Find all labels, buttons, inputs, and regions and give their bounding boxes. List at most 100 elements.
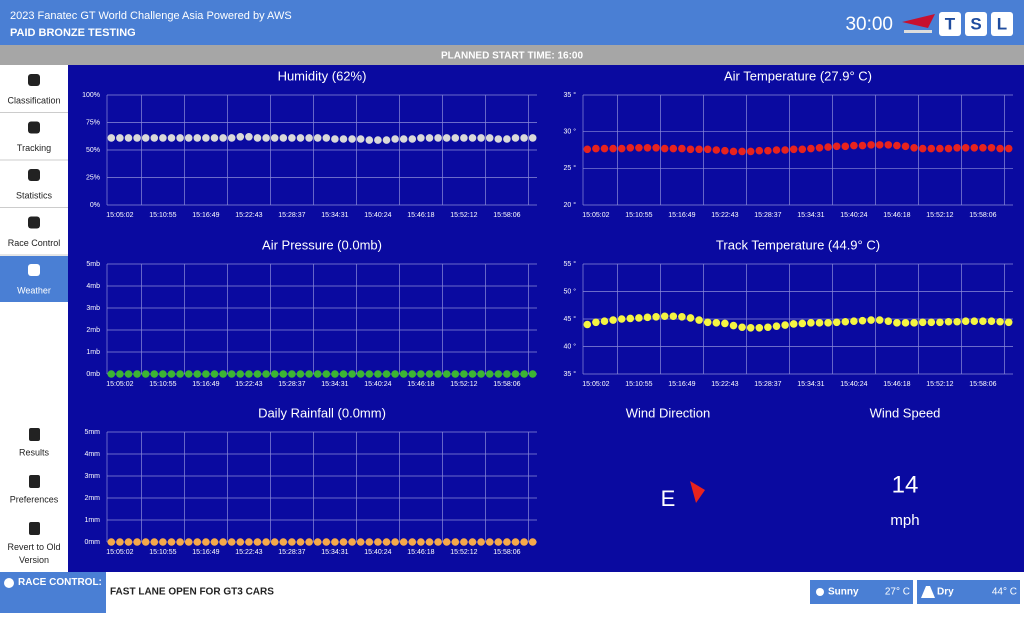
- data-point: [494, 135, 503, 143]
- track-temp: 44° C: [992, 587, 1017, 598]
- y-tick-label: 35 °: [563, 91, 576, 99]
- data-point: [944, 317, 953, 326]
- data-point: [910, 319, 918, 327]
- sidebar-icon: [28, 264, 40, 276]
- x-tick-label: 15:52:12: [450, 381, 477, 388]
- x-tick-label: 15:40:24: [840, 381, 867, 388]
- data-point: [331, 370, 339, 378]
- data-point: [425, 134, 434, 142]
- data-point: [150, 134, 159, 142]
- data-point: [979, 317, 987, 326]
- data-point: [124, 370, 133, 378]
- data-point: [365, 538, 374, 546]
- y-tick-label: 100%: [82, 92, 100, 99]
- data-point: [399, 370, 408, 378]
- data-point: [374, 370, 382, 378]
- data-point: [236, 370, 245, 378]
- sidebar-icon: [28, 216, 40, 229]
- data-point: [270, 134, 279, 142]
- data-point: [150, 370, 159, 378]
- data-point: [305, 370, 313, 378]
- chart-title: Air Pressure (0.0mb): [262, 237, 382, 252]
- data-point: [626, 314, 635, 323]
- data-point: [652, 144, 660, 152]
- data-point: [511, 134, 520, 142]
- x-tick-label: 15:28:37: [278, 212, 305, 219]
- data-point: [511, 370, 520, 378]
- data-point: [712, 319, 721, 327]
- x-tick-label: 15:28:37: [278, 381, 305, 388]
- race-control-label-wrap: RACE CONTROL:: [18, 577, 102, 588]
- x-tick-label: 15:28:37: [754, 381, 781, 388]
- data-point: [460, 370, 468, 378]
- x-tick-label: 15:10:55: [149, 549, 176, 556]
- data-point: [322, 370, 331, 378]
- data-point: [936, 144, 944, 153]
- sidebar-label-wrap: Revert to Old Version: [7, 542, 60, 565]
- data-point: [485, 370, 494, 378]
- data-point: [626, 144, 635, 152]
- y-tick-label: 45 °: [563, 315, 576, 323]
- data-point: [442, 370, 451, 378]
- event-title: 2023 Fanatec GT World Challenge Asia Pow…: [10, 10, 292, 22]
- data-point: [511, 538, 520, 546]
- x-tick-label: 15:40:24: [840, 212, 867, 219]
- data-point: [867, 316, 875, 324]
- data-point: [399, 135, 408, 143]
- sky-pill[interactable]: [810, 580, 913, 604]
- air-temp: 27° C: [885, 587, 910, 598]
- data-point: [520, 370, 528, 378]
- data-point: [331, 538, 339, 546]
- track-pill[interactable]: [917, 580, 1020, 604]
- data-point: [494, 538, 503, 546]
- data-point: [253, 370, 262, 378]
- data-point: [850, 317, 858, 326]
- x-tick-label: 15:58:06: [969, 212, 996, 219]
- x-tick-label: 15:58:06: [969, 381, 996, 388]
- session-name: PAID BRONZE TESTING: [10, 27, 136, 39]
- wind-direction-title: Wind Direction: [626, 405, 711, 420]
- data-point: [339, 370, 348, 378]
- sidebar-icon: [28, 169, 40, 181]
- y-tick-label: 5mm: [84, 429, 100, 436]
- wind-direction: E: [661, 486, 676, 511]
- data-point: [669, 312, 678, 321]
- x-tick-label: 15:46:18: [883, 381, 910, 388]
- data-point: [721, 319, 729, 328]
- y-tick-label: 40 °: [563, 342, 576, 350]
- data-point: [1004, 318, 1013, 327]
- track-state: Dry: [937, 587, 954, 598]
- wind-speed: 14: [892, 471, 919, 498]
- y-tick-label: 50 °: [563, 287, 576, 295]
- x-tick-label: 15:10:55: [149, 212, 176, 219]
- data-point: [592, 144, 600, 153]
- data-point: [635, 314, 643, 322]
- data-point: [408, 538, 417, 546]
- x-tick-label: 15:22:43: [235, 549, 262, 556]
- y-tick-label: 1mb: [86, 349, 100, 356]
- y-tick-label: 2mb: [86, 327, 100, 334]
- data-point: [643, 144, 652, 152]
- data-point: [356, 538, 365, 546]
- data-point: [858, 141, 867, 150]
- data-point: [141, 370, 150, 378]
- data-point: [107, 370, 116, 378]
- data-point: [365, 370, 374, 378]
- data-point: [850, 141, 858, 150]
- race-control-label: RACE CONTROL:: [18, 577, 102, 588]
- data-point: [288, 134, 296, 142]
- x-tick-label: 15:40:24: [364, 549, 391, 556]
- data-point: [133, 538, 141, 546]
- data-point: [832, 318, 841, 327]
- data-point: [451, 370, 460, 378]
- data-point: [193, 134, 202, 142]
- data-point: [116, 538, 124, 546]
- data-point: [133, 370, 141, 378]
- data-point: [425, 370, 434, 378]
- sidebar-icon: [29, 475, 40, 488]
- data-point: [875, 141, 884, 149]
- header-bar: [0, 0, 1024, 45]
- data-point: [695, 145, 703, 154]
- data-point: [159, 134, 167, 142]
